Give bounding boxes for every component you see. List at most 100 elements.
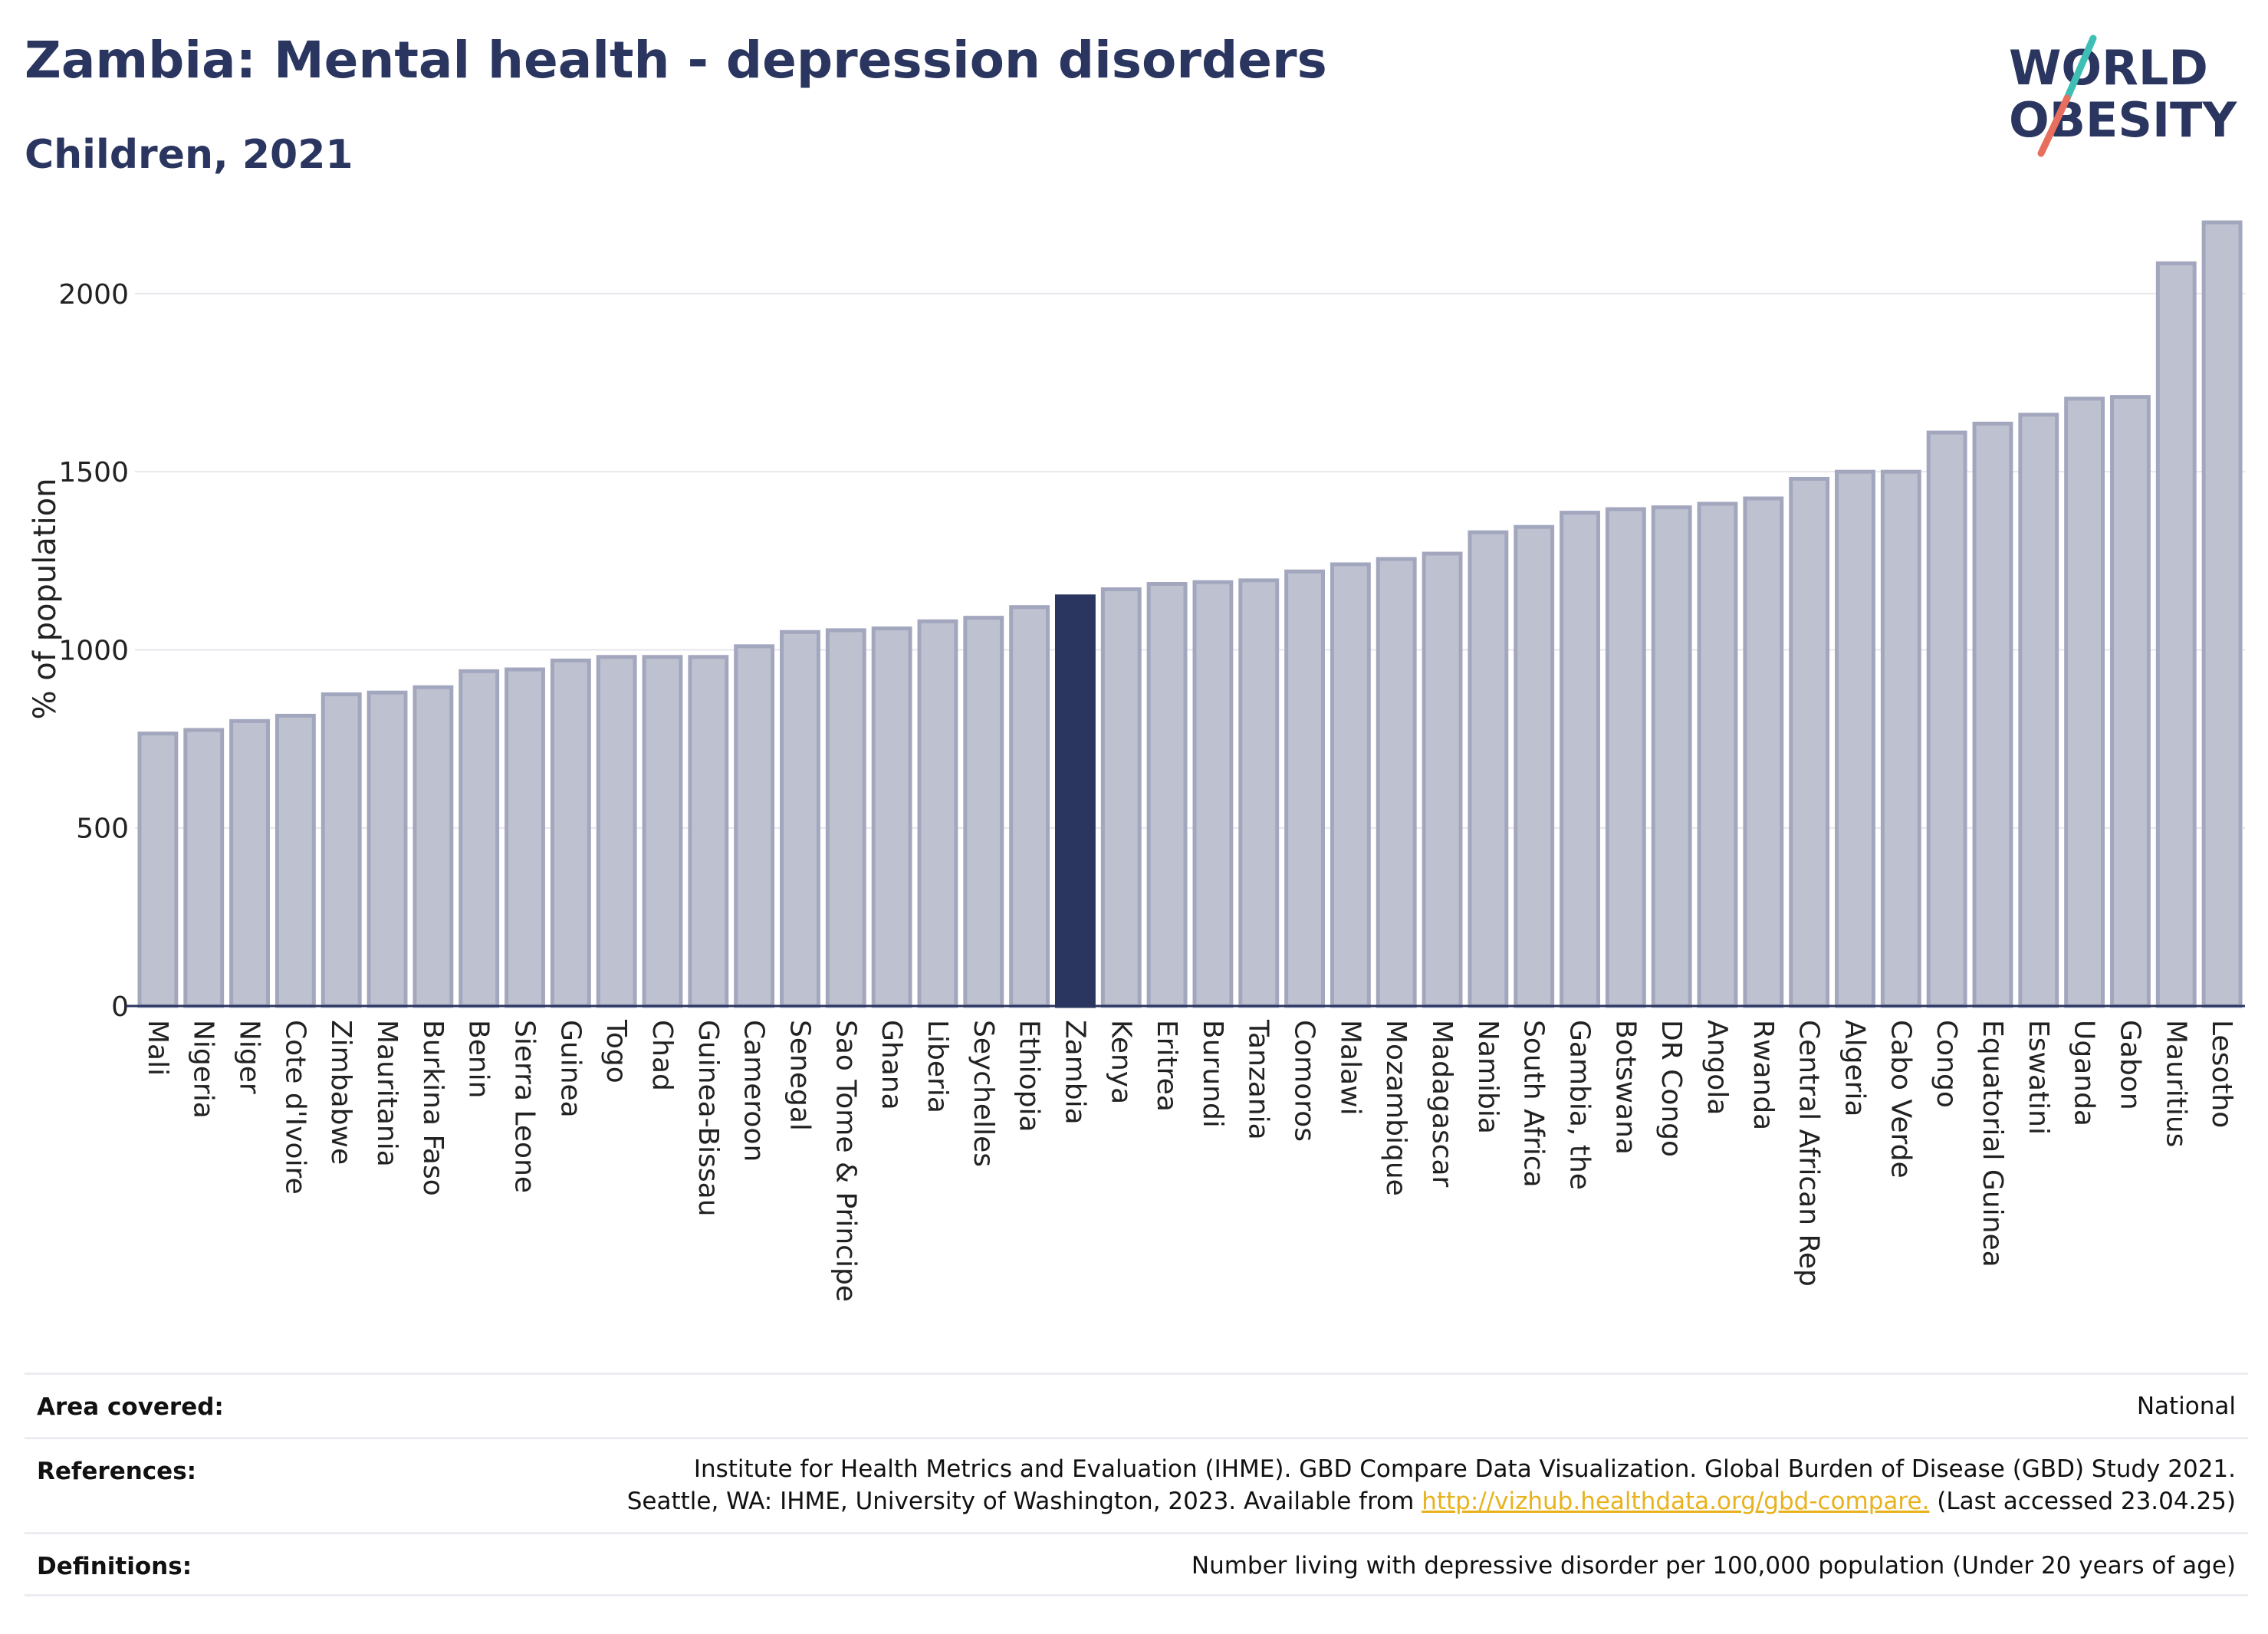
logo-text-obesity: OBESITY xyxy=(2009,92,2237,148)
bar-namibia xyxy=(1468,530,1509,1008)
bar-sao-tome-principe xyxy=(825,628,866,1008)
x-tick-label: Angola xyxy=(1701,1020,1733,1115)
x-tick-label: Eswatini xyxy=(2023,1020,2054,1135)
x-tick-label: Malawi xyxy=(1334,1020,1366,1116)
x-tick-label: Guinea-Bissau xyxy=(692,1020,724,1217)
logo-text-world: WORLD xyxy=(2009,40,2208,96)
x-tick-label: Burundi xyxy=(1197,1020,1228,1128)
chart-footer: Area covered: National References: Insti… xyxy=(25,1373,2248,1596)
bar-rwanda xyxy=(1743,496,1784,1008)
x-tick-label: Eritrea xyxy=(1151,1020,1182,1112)
bar-mali xyxy=(137,732,179,1008)
bar-central-african-rep xyxy=(1789,476,1830,1008)
bar-tanzania xyxy=(1238,578,1280,1008)
x-tick-label: Gabon xyxy=(2114,1020,2145,1110)
x-tick-label: Senegal xyxy=(784,1020,815,1131)
definitions-value: Number living with depressive disorder p… xyxy=(1191,1552,2236,1580)
y-tick-label: 1000 xyxy=(58,635,129,666)
bar-ethiopia xyxy=(1009,605,1050,1008)
bar-benin xyxy=(459,669,500,1008)
logo-slash-teal xyxy=(2063,35,2097,102)
bar-algeria xyxy=(1835,469,1875,1008)
x-tick-label: Liberia xyxy=(922,1020,953,1113)
x-tick-label: Lesotho xyxy=(2206,1020,2237,1128)
x-tick-label: Seychelles xyxy=(968,1020,999,1167)
x-tick-label: Niger xyxy=(234,1020,265,1094)
references-label: References: xyxy=(37,1458,197,1485)
footer-row-definitions: Definitions: Number living with depressi… xyxy=(25,1532,2248,1596)
x-tick-label: Madagascar xyxy=(1426,1020,1458,1188)
bar-madagascar xyxy=(1422,551,1463,1008)
references-link[interactable]: http://vizhub.healthdata.org/gbd-compare… xyxy=(1422,1488,1930,1515)
x-tick-label: Zambia xyxy=(1059,1020,1090,1125)
bar-cote-d-ivoire xyxy=(274,713,316,1008)
bar-dr-congo xyxy=(1651,505,1692,1008)
bar-cabo-verde xyxy=(1880,469,1921,1008)
area-covered-label: Area covered: xyxy=(37,1393,224,1421)
bar-eritrea xyxy=(1146,582,1188,1008)
bar-niger xyxy=(229,718,270,1008)
x-tick-label: Benin xyxy=(463,1020,495,1098)
x-tick-label: Mali xyxy=(142,1020,173,1076)
bar-zimbabwe xyxy=(320,692,362,1008)
bar-chart: 0 500 1000 1500 2000 % of population Mali Niger… xyxy=(28,220,2245,1302)
bar-eswatini xyxy=(2018,413,2059,1008)
x-tick-label: Mauritania xyxy=(371,1020,403,1167)
bar-mauritius xyxy=(2155,261,2197,1008)
bar-guinea-bissau xyxy=(688,655,729,1008)
bar-chad xyxy=(642,655,683,1008)
x-tick-label: Mozambique xyxy=(1380,1020,1412,1196)
x-tick-label: Sao Tome & Principe xyxy=(830,1020,861,1302)
x-tick-label: Cote d'Ivoire xyxy=(279,1020,311,1195)
bar-mozambique xyxy=(1376,557,1417,1008)
x-tick-label: Tanzania xyxy=(1243,1019,1274,1140)
x-tick-label: Kenya xyxy=(1105,1020,1136,1104)
x-tick-label: Cabo Verde xyxy=(1885,1020,1916,1179)
y-tick-label: 500 xyxy=(76,814,129,845)
bar-togo xyxy=(596,655,637,1008)
y-axis-label: % of population xyxy=(28,478,63,720)
x-tick-label: Botswana xyxy=(1609,1020,1641,1155)
bar-seychelles xyxy=(963,616,1004,1008)
footer-row-area: Area covered: National xyxy=(25,1373,2248,1437)
x-tick-label: South Africa xyxy=(1518,1020,1550,1188)
bar-angola xyxy=(1697,501,1738,1008)
x-tick-label: Ghana xyxy=(876,1020,907,1110)
bar-equatorial-guinea xyxy=(1972,421,2013,1008)
area-covered-value: National xyxy=(2136,1392,2236,1420)
x-tick-label: Comoros xyxy=(1289,1020,1320,1142)
x-tick-label: Uganda xyxy=(2069,1020,2100,1126)
chart-title: Zambia: Mental health - depression disor… xyxy=(25,31,1327,90)
bar-gambia-the xyxy=(1560,511,1600,1008)
x-tick-label: Rwanda xyxy=(1747,1020,1779,1130)
x-tick-label: Burkina Faso xyxy=(417,1020,449,1196)
references-line-2-text: Seattle, WA: IHME, University of Washing… xyxy=(626,1488,1415,1515)
x-tick-label: Guinea xyxy=(554,1020,586,1118)
world-obesity-logo: WORLD OBESITY xyxy=(2009,35,2237,157)
x-tick-label: Cameroon xyxy=(738,1020,770,1162)
bar-congo xyxy=(1926,430,1967,1008)
bar-liberia xyxy=(917,619,958,1008)
x-tick-label: Algeria xyxy=(1839,1020,1870,1117)
bar-mauritania xyxy=(366,690,408,1008)
bar-lesotho xyxy=(2201,220,2243,1008)
bar-comoros xyxy=(1284,569,1325,1008)
x-tick-label: Mauritius xyxy=(2160,1020,2191,1147)
references-line-2: Seattle, WA: IHME, University of Washing… xyxy=(627,1485,2236,1517)
bar-senegal xyxy=(780,630,820,1008)
references-accessed: (Last accessed 23.04.25) xyxy=(1937,1488,2236,1515)
x-tick-label: Congo xyxy=(1931,1020,1962,1108)
footer-row-references: References: Institute for Health Metrics… xyxy=(25,1437,2248,1532)
x-tick-label: Gambia, the xyxy=(1564,1020,1596,1190)
x-tick-label: Chad xyxy=(646,1020,678,1091)
bar-burkina-faso xyxy=(413,685,454,1008)
bar-malawi xyxy=(1330,562,1371,1008)
references-line-1: Institute for Health Metrics and Evaluat… xyxy=(693,1455,2236,1483)
bar-burundi xyxy=(1192,580,1234,1008)
x-tick-label: Equatorial Guinea xyxy=(1977,1020,2008,1267)
bar-botswana xyxy=(1605,507,1646,1008)
bar-gabon xyxy=(2110,395,2151,1008)
definitions-label: Definitions: xyxy=(37,1553,192,1580)
bar-cameroon xyxy=(734,644,775,1008)
y-tick-label: 0 xyxy=(111,991,129,1023)
